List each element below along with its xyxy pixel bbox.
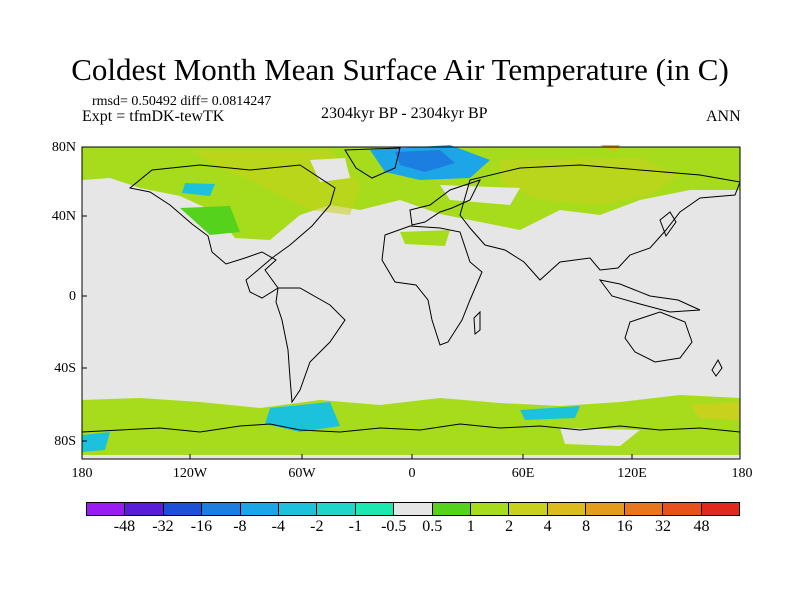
greenland-coast [344, 147, 401, 179]
colorbar-swatch [509, 503, 548, 515]
lat-label-40n: 40N [51, 209, 76, 224]
lon-label-180e: 180 [731, 466, 753, 481]
colorbar-swatch [701, 503, 739, 515]
colorbar-swatch [663, 503, 702, 515]
colorbar-label: -16 [190, 518, 213, 535]
antarctic-anomaly-field [82, 395, 740, 459]
colorbar-swatch [87, 503, 126, 515]
lat-label-40s: 40S [54, 361, 76, 376]
colorbar-swatch [394, 503, 433, 515]
colorbar-label: 4 [543, 518, 552, 535]
axis-ticks [81, 146, 633, 459]
season-label: ANN [706, 108, 741, 125]
lat-label-80s: 80S [54, 434, 76, 449]
colorbar-label: 16 [616, 518, 633, 535]
colorbar-swatch [586, 503, 625, 515]
lon-label-180w: 180 [71, 466, 93, 481]
lat-label-0: 0 [69, 289, 76, 304]
asia-coast [459, 164, 741, 281]
stats-text: rmsd= 0.50492 diff= 0.0814247 [92, 94, 272, 109]
colorbar-label: -0.5 [381, 518, 407, 535]
australia-coast [624, 311, 693, 363]
colorbar-swatch [355, 503, 395, 515]
lon-label-120e: 120E [617, 466, 647, 481]
colorbar-label: 32 [655, 518, 672, 535]
colorbar-label: -48 [113, 518, 136, 535]
colorbar-label: 1 [466, 518, 475, 535]
colorbar-label: 2 [505, 518, 514, 535]
colorbar-label: -1 [348, 518, 362, 535]
antarctica-coast [81, 423, 741, 433]
colorbar-swatch [317, 503, 356, 515]
map-title: Coldest Month Mean Surface Air Temperatu… [71, 52, 729, 87]
colorbar-swatch [624, 503, 664, 515]
colorbar-label: -4 [271, 518, 285, 535]
colorbar-swatch [547, 503, 587, 515]
colorbar-label: 8 [582, 518, 591, 535]
colorbar-swatch [163, 503, 203, 515]
madagascar-coast [473, 310, 481, 335]
indonesia-coast [598, 279, 701, 313]
colorbar-label: 0.5 [422, 518, 443, 535]
colorbar [86, 502, 740, 516]
south-america-coast [275, 287, 346, 404]
coastlines [81, 147, 741, 433]
period-label: 2304kyr BP - 2304kyr BP [321, 105, 488, 122]
colorbar-swatch [279, 503, 318, 515]
colorbar-label: -32 [152, 518, 174, 535]
colorbar-swatch [432, 503, 472, 515]
africa-coast [381, 225, 483, 346]
lon-label-120w: 120W [172, 466, 208, 481]
colorbar-label: -2 [310, 518, 324, 535]
colorbar-label: 48 [693, 518, 710, 535]
new-zealand-coast [711, 358, 723, 377]
japan-coast [659, 211, 677, 238]
lon-label-60e: 60E [511, 466, 535, 481]
colorbar-swatch [125, 503, 164, 515]
lon-label-60w: 60W [288, 466, 316, 481]
europe-coast [409, 179, 481, 226]
north-america-coast [128, 164, 336, 299]
colorbar-swatch [240, 503, 280, 515]
experiment-label: Expt = tfmDK-tewTK [82, 108, 225, 125]
colorbar-label: -8 [233, 518, 247, 535]
lat-label-80n: 80N [51, 140, 76, 155]
colorbar-swatch [471, 503, 510, 515]
colorbar-swatch [202, 503, 241, 515]
lon-label-0: 0 [408, 466, 416, 481]
